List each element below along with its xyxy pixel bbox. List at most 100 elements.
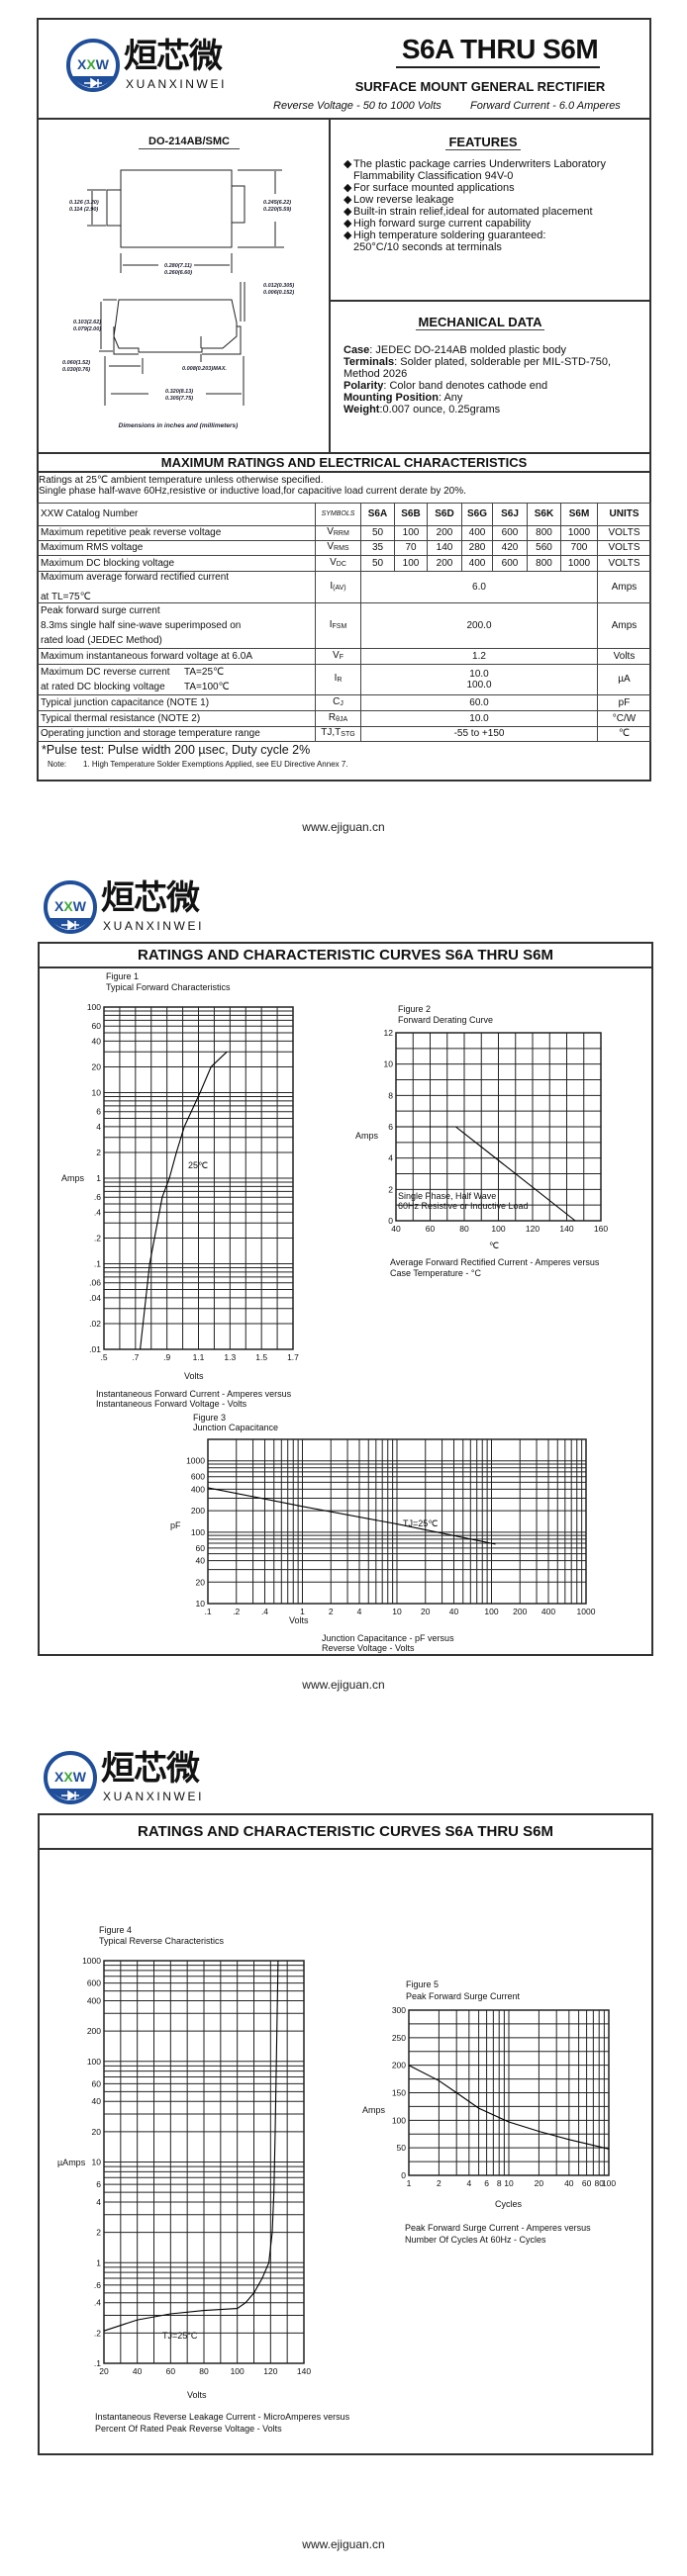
y-tick-label: 2 xyxy=(388,1184,393,1194)
table-header-row: XXW Catalog Number SYMBOLS S6A S6B S6D S… xyxy=(37,503,651,526)
curves-title: RATINGS AND CHARACTERISTIC CURVES S6A TH… xyxy=(137,1823,554,1840)
x-tick-label: 60 xyxy=(166,2366,176,2376)
x-tick-label: 1.1 xyxy=(193,1352,205,1362)
fig2-ylabel: Amps xyxy=(355,1131,379,1141)
fig1-caption-1: Instantaneous Forward Current - Amperes … xyxy=(96,1389,292,1399)
fig5-number: Figure 5 xyxy=(406,1979,440,1989)
footer-url[interactable]: www.ejiguan.cn xyxy=(302,2537,385,2551)
plot-frame xyxy=(103,1960,305,2364)
fig4-xlabel: Volts xyxy=(187,2390,207,2400)
y-tick-label: 150 xyxy=(392,2088,406,2098)
svg-text:XXW: XXW xyxy=(77,56,110,72)
table-row: Operating junction and storage temperatu… xyxy=(37,726,651,742)
unit-cell: Amps xyxy=(597,602,651,649)
y-tick-label: 1000 xyxy=(82,1956,101,1966)
svg-text:XXW: XXW xyxy=(54,898,87,914)
fig4-ylabel: µAmps xyxy=(57,2158,86,2167)
y-tick-label: 200 xyxy=(191,1506,205,1516)
dim-d8-max: 0.320(8.13) xyxy=(165,389,193,395)
unit-cell: Amps xyxy=(597,571,651,603)
y-tick-label: 20 xyxy=(92,2127,102,2137)
logo-chinese-name: 烜芯微 xyxy=(101,1749,200,1789)
x-tick-label: 60 xyxy=(426,1224,436,1234)
ratings-note-2: Single phase half-wave 60Hz,resistive or… xyxy=(39,486,466,497)
logo-mark-icon: XXW xyxy=(44,880,97,934)
x-tick-label: 100 xyxy=(602,2178,616,2188)
page3-frame xyxy=(38,1813,653,2455)
table-row: Maximum DC reverse current TA=25℃ at rate… xyxy=(37,664,651,695)
x-tick-label: .7 xyxy=(132,1352,139,1362)
page2-frame xyxy=(38,942,653,1656)
dimension-labels: 0.126 (3.20) 0.114 (2.90) 0.245(6.22) 0.… xyxy=(62,200,294,402)
svg-text:XXW: XXW xyxy=(54,1769,87,1785)
y-tick-label: .02 xyxy=(89,1319,101,1329)
footer-url[interactable]: www.ejiguan.cn xyxy=(302,820,385,834)
table-row: Typical junction capacitance (NOTE 1) CJ… xyxy=(37,694,651,711)
fig4-caption-2: Percent Of Rated Peak Reverse Voltage - … xyxy=(95,2424,282,2434)
x-tick-label: 2 xyxy=(329,1607,334,1616)
ratings-title: MAXIMUM RATINGS AND ELECTRICAL CHARACTER… xyxy=(160,455,528,470)
feature-item: ◆ Low reverse leakage xyxy=(344,194,454,206)
fig2-caption-1: Average Forward Rectified Current - Ampe… xyxy=(390,1257,600,1267)
y-tick-label: 6 xyxy=(96,1107,101,1117)
series-line xyxy=(396,1126,576,1222)
curves-title: RATINGS AND CHARACTERISTIC CURVES S6A TH… xyxy=(137,947,554,964)
x-tick-label: 6 xyxy=(484,2178,489,2188)
y-tick-label: 0 xyxy=(401,2170,406,2180)
y-tick-label: 60 xyxy=(92,1021,102,1031)
feature-item: ◆ High temperature soldering guaranteed: xyxy=(344,230,546,241)
feature-item: ◆ The plastic package carries Underwriter… xyxy=(344,158,606,170)
y-tick-label: 100 xyxy=(392,2115,406,2125)
dim-d6-min: 0.030(0.76) xyxy=(62,367,90,373)
plot-frame xyxy=(103,1006,294,1350)
y-tick-label: 60 xyxy=(92,2078,102,2088)
bullet-icon: ◆ xyxy=(344,230,352,241)
x-tick-label: 80 xyxy=(594,2178,604,2188)
page1-frame xyxy=(37,18,651,782)
fig2-number: Figure 2 xyxy=(398,1004,432,1014)
y-tick-label: 40 xyxy=(92,2096,102,2106)
bullet-icon: ◆ xyxy=(344,218,352,230)
value-cell: 10.0 100.0 xyxy=(360,664,598,695)
header-part: S6K xyxy=(527,503,561,526)
company-logo: XXW 烜芯微 XUANXINWEI xyxy=(64,37,233,94)
feature-item: ◆ High forward surge current capability xyxy=(344,218,532,230)
fig5-caption-2: Number Of Cycles At 60Hz - Cycles xyxy=(405,2235,546,2245)
logo-chinese-name: 烜芯微 xyxy=(101,878,200,918)
voltage-spec: Reverse Voltage - 50 to 1000 Volts xyxy=(273,100,442,112)
page-title: S6A THRU S6M xyxy=(401,34,599,64)
footer-url[interactable]: www.ejiguan.cn xyxy=(302,1678,385,1692)
x-tick-label: 1 xyxy=(300,1607,305,1616)
symbol-cell: IFSM xyxy=(315,602,361,649)
x-tick-label: .1 xyxy=(204,1607,211,1616)
x-tick-label: 20 xyxy=(535,2178,544,2188)
logo-english-name: XUANXINWEI xyxy=(103,1790,205,1803)
dim-d3-min: 0.260(6.60) xyxy=(164,270,192,276)
fig1-ylabel: Amps xyxy=(61,1173,85,1183)
y-tick-label: 40 xyxy=(196,1556,206,1566)
features-divider xyxy=(330,300,650,302)
plot-frame xyxy=(408,2009,610,2176)
logo-chinese-name: 烜芯微 xyxy=(124,37,223,76)
y-tick-label: 400 xyxy=(87,1995,101,2005)
x-tick-label: 120 xyxy=(526,1224,540,1234)
x-tick-label: 140 xyxy=(559,1224,573,1234)
fig3-caption-1: Junction Capacitance - pF versus xyxy=(322,1633,454,1643)
x-tick-label: 20 xyxy=(99,2366,109,2376)
logo-mark-icon: XXW xyxy=(66,39,120,92)
x-tick-label: 4 xyxy=(357,1607,362,1616)
logo-mark-icon: XXW xyxy=(44,1751,97,1804)
y-tick-label: 60 xyxy=(196,1543,206,1553)
y-tick-label: .01 xyxy=(89,1344,101,1354)
ratings-top-rule xyxy=(37,452,651,454)
x-tick-label: 200 xyxy=(513,1607,527,1616)
y-tick-label: .2 xyxy=(94,2328,101,2338)
header-part: S6D xyxy=(427,503,462,526)
chart-fig3: .1 .2 .4 1 2 4 10 20 40 100 200 400 1000 1000 600 400 20… xyxy=(186,1438,596,1616)
dim-d3-max: 0.280(7.11) xyxy=(164,263,192,269)
y-tick-label: 10 xyxy=(196,1599,206,1609)
x-tick-label: .5 xyxy=(100,1352,107,1362)
feature-item: ◆ For surface mounted applications xyxy=(344,182,515,194)
fig5-ylabel: Amps xyxy=(362,2105,386,2115)
y-tick-label: .04 xyxy=(89,1293,101,1303)
